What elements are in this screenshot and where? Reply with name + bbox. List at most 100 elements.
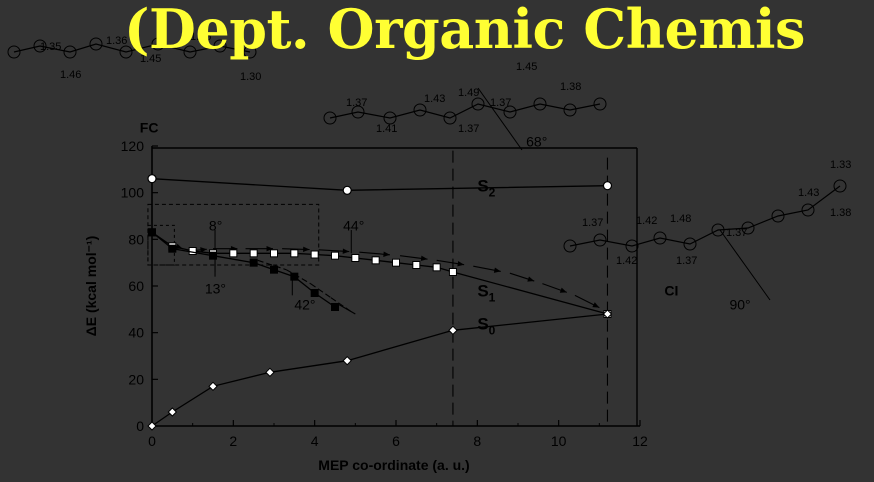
molecule-ci-bonds <box>569 185 841 247</box>
x-tick-label: 12 <box>632 433 648 449</box>
molecule-68deg-atom <box>383 111 397 125</box>
guide-lines <box>147 87 771 426</box>
molecule-ci-atom <box>593 233 607 247</box>
molecule-68deg-atom <box>563 103 577 117</box>
data-point-S1 <box>229 249 238 258</box>
path-arrowhead <box>559 287 567 293</box>
molecule-fc-atom <box>119 45 133 59</box>
molecule-68deg-atom <box>503 105 517 119</box>
annotation-label: 13° <box>205 280 226 296</box>
path-arrowhead <box>383 251 390 257</box>
y-tick-label: 40 <box>128 325 144 341</box>
molecule-fc-atom <box>151 37 165 51</box>
bond-length-label: 1.37 <box>676 255 697 267</box>
path-arrowhead <box>303 246 310 253</box>
molecule-68deg-atom <box>443 111 457 125</box>
data-point-branch <box>331 303 339 311</box>
bond-length-label: 1.43 <box>798 187 819 199</box>
molecule-68deg-atom <box>323 111 337 125</box>
data-point-S0 <box>208 381 218 392</box>
molecule-ci-atom <box>625 239 639 253</box>
data-point-S1 <box>331 251 339 260</box>
x-tick-label: 0 <box>148 433 156 449</box>
bond-length-label: 1.35 <box>40 41 61 53</box>
y-axis-label: ΔE (kcal mol⁻¹) <box>83 236 99 337</box>
path-arrowhead <box>200 247 207 253</box>
x-tick-label: 2 <box>229 433 237 449</box>
bond-length-label: 1.41 <box>376 123 397 135</box>
molecule-fc-atom <box>7 45 21 59</box>
y-tick-label: 80 <box>128 231 144 247</box>
molecule-68deg-bonds <box>329 103 601 119</box>
chart-labels: MEP co-ordinate (a. u.) ΔE (kcal mol⁻¹) … <box>83 119 751 473</box>
data-point-S1 <box>290 249 299 258</box>
x-axis-label: MEP co-ordinate (a. u.) <box>318 457 469 473</box>
data-point-S0 <box>265 367 275 378</box>
y-tick-label: 0 <box>136 418 144 434</box>
bond-length-label: 1.37 <box>726 227 747 239</box>
data-point-S0 <box>602 309 613 319</box>
bond-length-label: 1.37 <box>490 97 511 109</box>
data-point-branch <box>209 251 217 260</box>
data-point-S1 <box>432 263 441 272</box>
bond-length-label: 1.45 <box>516 61 537 73</box>
molecule-ci-atom <box>683 237 697 251</box>
molecule-fc-atom <box>213 39 227 53</box>
molecule-fc-atom <box>89 37 103 51</box>
molecule-ci-atom <box>653 231 667 245</box>
series-label: S0 <box>477 314 495 337</box>
molecule-ci-atom <box>711 223 725 237</box>
molecule-fc-atom <box>33 39 47 53</box>
path-arrowhead <box>266 245 273 252</box>
data-point-S2 <box>342 185 352 195</box>
series-label: S1 <box>477 282 495 305</box>
molecule-ci-atom <box>771 209 785 223</box>
molecule-ci-atom <box>563 239 577 253</box>
series-line-S1 <box>151 231 608 315</box>
path-arrowhead <box>342 248 350 254</box>
data-point-branch <box>270 265 278 274</box>
annotation-label: 68° <box>526 133 547 149</box>
data-point-S0 <box>167 407 178 417</box>
path-arrowhead <box>493 267 501 273</box>
molecule-68deg-atom <box>593 97 607 111</box>
bond-length-label: 1.38 <box>830 207 851 219</box>
molecule-68deg-atom <box>413 103 427 117</box>
data-point-S1 <box>392 258 400 267</box>
path-arrowhead <box>457 261 465 267</box>
annotation-label: 90° <box>729 297 750 313</box>
molecule-ci-atom <box>833 179 847 193</box>
annotation-label: 42° <box>294 297 315 313</box>
bond-length-label: 1.37 <box>346 97 367 109</box>
data-point-S1 <box>188 247 197 255</box>
molecule-fc-bonds <box>13 43 251 53</box>
leader-68deg <box>477 87 523 151</box>
y-tick-label: 100 <box>121 185 145 201</box>
branch-arrow-segment <box>310 283 332 299</box>
y-tick-label: 20 <box>128 371 144 387</box>
molecule-fc-atom <box>243 45 257 59</box>
bond-length-label: 1.37 <box>582 217 603 229</box>
branch-arrow-segment <box>285 269 311 285</box>
annotation-label: 8° <box>209 217 222 233</box>
data-point-S1 <box>412 261 421 269</box>
leader-90deg <box>719 229 771 301</box>
molecule-fc-atom <box>183 45 197 59</box>
bond-length-label: 1.37 <box>458 123 479 135</box>
data-series <box>147 174 613 431</box>
data-point-S1 <box>270 249 278 258</box>
path-arrowhead <box>420 255 428 262</box>
path-arrowhead <box>592 302 600 308</box>
series-label: S2 <box>477 177 495 200</box>
x-tick-label: 10 <box>551 433 567 449</box>
y-tick-label: 120 <box>121 138 145 154</box>
bond-length-label: 1.36 <box>106 35 127 47</box>
series-line-S0 <box>151 313 608 427</box>
data-point-branch <box>249 258 258 267</box>
series-line-S2 <box>151 178 608 191</box>
molecule-68deg-atom <box>351 105 365 119</box>
data-point-S0 <box>342 355 352 366</box>
